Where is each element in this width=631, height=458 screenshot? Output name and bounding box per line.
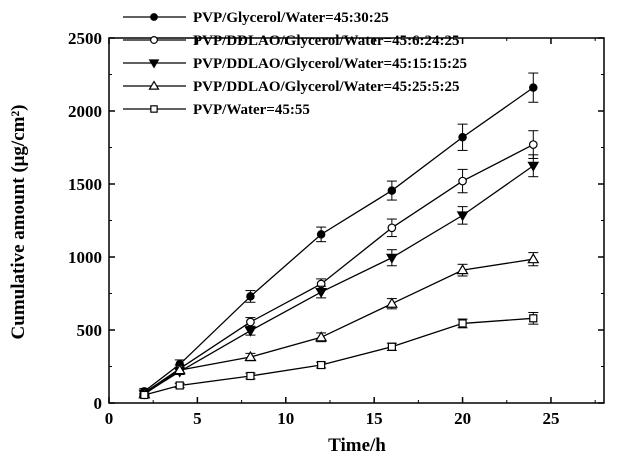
series	[139, 311, 539, 400]
filled-circle-marker	[529, 83, 538, 92]
x-tick-label: 15	[366, 409, 383, 428]
open-triangle-up-marker	[148, 80, 160, 90]
open-square-marker	[246, 371, 255, 381]
legend-item: PVP/DDLAO/Glycerol/Water=45:15:15:25	[123, 56, 467, 72]
series-line	[143, 258, 534, 395]
x-tick-label: 5	[193, 409, 202, 428]
legend-label: PVP/DDLAO/Glycerol/Water=45:25:5:25	[193, 79, 460, 95]
filled-triangle-down-marker	[148, 59, 160, 69]
series-layer	[138, 72, 540, 400]
series	[138, 252, 540, 399]
x-tick-label: 0	[105, 409, 114, 428]
filled-triangle-down-marker	[456, 211, 469, 222]
series	[138, 154, 540, 400]
open-square-marker	[458, 319, 467, 328]
open-triangle-up-marker	[456, 263, 469, 275]
y-tick-label: 500	[77, 321, 103, 340]
filled-circle-marker	[458, 133, 467, 142]
legend-label: PVP/DDLAO/Glycerol/Water=45:15:15:25	[193, 56, 467, 72]
series-line	[144, 317, 534, 396]
y-tick-label: 0	[94, 394, 103, 413]
open-triangle-up-marker	[527, 253, 540, 264]
x-tick-label: 25	[542, 409, 559, 428]
open-circle-marker	[246, 317, 255, 327]
x-tick-label: 20	[454, 409, 471, 428]
filled-triangle-down-marker	[385, 253, 398, 264]
legend-item: PVP/DDLAO/Glycerol/Water=45:25:5:25	[123, 79, 460, 95]
legend-item: PVP/DDLAO/Glycerol/Water=45:6:24:25	[123, 33, 460, 49]
open-triangle-up-marker	[385, 297, 398, 308]
filled-triangle-down-marker	[315, 288, 328, 299]
y-tick-label: 1000	[68, 248, 102, 267]
open-square-marker	[387, 342, 396, 351]
open-circle-marker	[387, 223, 397, 233]
open-square-marker	[150, 105, 158, 113]
y-axis-label: Cumulative amount (μg/cm²)	[8, 105, 29, 340]
series-line	[143, 87, 534, 392]
y-tick-label: 1500	[68, 175, 102, 194]
legend-label: PVP/Glycerol/Water=45:30:25	[193, 10, 389, 26]
filled-triangle-down-marker	[527, 161, 540, 172]
open-circle-marker	[150, 36, 158, 44]
legend-label: PVP/DDLAO/Glycerol/Water=45:6:24:25	[193, 33, 460, 49]
open-square-marker	[317, 360, 326, 370]
open-square-marker	[175, 381, 184, 390]
x-tick-label: 10	[277, 409, 294, 428]
open-circle-marker	[528, 140, 538, 149]
y-tick-label: 2500	[68, 29, 102, 48]
open-triangle-up-marker	[315, 331, 328, 342]
filled-circle-marker	[387, 186, 397, 195]
y-tick-label: 2000	[68, 102, 102, 121]
open-square-marker	[140, 390, 149, 400]
series-line	[144, 165, 534, 395]
open-circle-marker	[458, 176, 467, 186]
filled-circle-marker	[150, 13, 158, 21]
legend: PVP/Glycerol/Water=45:30:25 PVP/DDLAO/Gly…	[123, 10, 467, 118]
open-square-marker	[529, 314, 538, 323]
y-axis-ticks: 0 500 1000 1500 2000 2500	[68, 29, 604, 413]
filled-circle-marker	[246, 292, 255, 301]
x-axis-label: Time/h	[328, 435, 386, 456]
legend-label: PVP/Water=45:55	[193, 102, 310, 118]
series	[139, 72, 539, 396]
legend-item: PVP/Water=45:55	[123, 102, 310, 118]
filled-circle-marker	[316, 230, 326, 239]
filled-triangle-down-marker	[244, 326, 257, 337]
x-axis-ticks: 0 5 10 15 20 25	[105, 38, 596, 428]
open-triangle-up-marker	[244, 350, 257, 362]
legend-item: PVP/Glycerol/Water=45:30:25	[123, 10, 389, 26]
series	[139, 130, 539, 398]
open-triangle-up-marker	[173, 363, 186, 375]
